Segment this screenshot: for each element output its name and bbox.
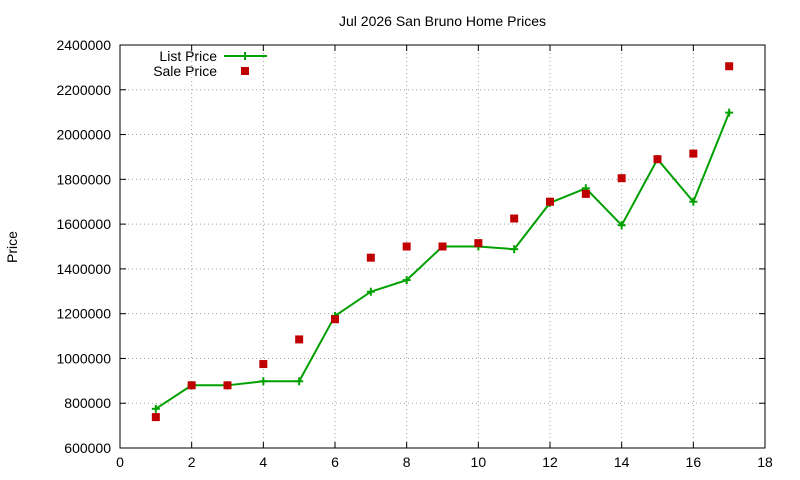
legend-marker-list-price	[241, 52, 249, 60]
x-tick-label: 18	[757, 454, 773, 470]
sale-price-point	[295, 335, 304, 344]
y-tick-label: 1600000	[56, 216, 111, 232]
sale-price-point	[474, 239, 483, 248]
sale-price-point	[689, 149, 698, 158]
list-price-point	[510, 245, 519, 254]
list-price-point	[402, 276, 411, 285]
x-tick-label: 16	[686, 454, 702, 470]
legend-label-list-price: List Price	[159, 48, 217, 64]
chart-title: Jul 2026 San Bruno Home Prices	[339, 13, 546, 29]
sale-price-point	[617, 174, 626, 183]
list-price-line	[155, 112, 731, 410]
sale-price-point	[151, 413, 160, 422]
list-price-point	[295, 377, 304, 386]
list-price-point	[151, 404, 160, 413]
y-tick-label: 800000	[64, 395, 111, 411]
y-tick-label: 1800000	[56, 171, 111, 187]
sale-price-point	[366, 253, 375, 262]
sale-price-point	[546, 197, 554, 206]
x-tick-label: 6	[331, 454, 339, 470]
sale-price-point	[438, 242, 447, 251]
list-price-point	[689, 197, 698, 206]
axis-ticks: 0 2 4 6 8 10 12 14 16 18 600000 800000 1000000 120000…	[56, 37, 773, 470]
y-tick-label: 1200000	[56, 306, 111, 322]
x-tick-label: 0	[116, 454, 124, 470]
x-tick-label: 8	[403, 454, 411, 470]
sale-price-point	[402, 242, 411, 251]
sale-price-point	[581, 189, 590, 198]
sale-price-point	[187, 381, 196, 390]
y-tick-label: 2000000	[56, 127, 111, 143]
list-price-point	[617, 221, 626, 230]
sale-price-point	[725, 62, 734, 71]
plot-frame	[119, 44, 766, 449]
y-tick-label: 2200000	[56, 82, 111, 98]
y-tick-label: 1400000	[56, 261, 111, 277]
sale-price-point	[653, 155, 662, 164]
y-axis-label: Price	[4, 231, 20, 263]
x-tick-label: 12	[542, 454, 558, 470]
sale-price-point	[223, 381, 232, 390]
series-layer	[151, 62, 734, 422]
legend-marker-sale-price	[241, 67, 249, 75]
y-tick-label: 2400000	[56, 37, 111, 53]
x-tick-label: 4	[259, 454, 267, 470]
x-tick-label: 14	[614, 454, 630, 470]
x-tick-label: 10	[471, 454, 487, 470]
list-price-point	[366, 287, 375, 296]
list-price-point	[259, 377, 268, 386]
sale-price-point	[510, 214, 519, 223]
sale-price-point	[259, 360, 268, 369]
y-tick-label: 600000	[64, 440, 111, 456]
legend-label-sale-price: Sale Price	[153, 63, 217, 79]
y-tick-label: 1000000	[56, 350, 111, 366]
list-price-point	[725, 108, 734, 117]
x-tick-label: 2	[188, 454, 196, 470]
sale-price-point	[331, 315, 339, 324]
